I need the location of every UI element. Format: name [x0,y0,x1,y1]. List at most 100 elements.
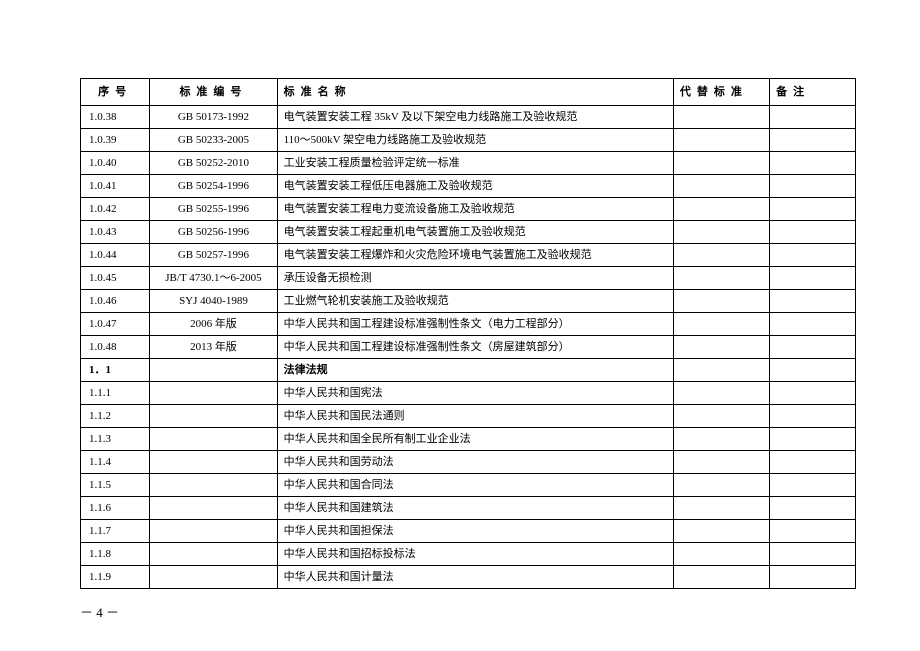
cell-col-code [150,543,277,566]
cell-col-note [770,267,856,290]
cell-col-repl [673,106,769,129]
cell-col-seq: 1.1.2 [81,405,150,428]
cell-col-repl [673,382,769,405]
cell-col-repl [673,313,769,336]
cell-col-repl [673,405,769,428]
cell-col-seq: 1.1.4 [81,451,150,474]
cell-col-name: 中华人民共和国担保法 [277,520,673,543]
cell-col-seq: 1.0.39 [81,129,150,152]
cell-col-repl [673,244,769,267]
cell-col-name: 中华人民共和国民法通则 [277,405,673,428]
cell-col-repl [673,566,769,589]
cell-col-seq: 1.0.47 [81,313,150,336]
cell-col-seq: 1.1.7 [81,520,150,543]
table-row: 1.0.482013 年版中华人民共和国工程建设标准强制性条文（房屋建筑部分） [81,336,856,359]
cell-col-repl [673,474,769,497]
standards-table: 序号 标准编号 标准名称 代替标准 备注 1.0.38GB 50173-1992… [80,78,856,589]
table-row: 1.1.3中华人民共和国全民所有制工业企业法 [81,428,856,451]
cell-col-name: 电气装置安装工程电力变流设备施工及验收规范 [277,198,673,221]
table-row: 1.1.1中华人民共和国宪法 [81,382,856,405]
cell-col-name: 电气装置安装工程低压电器施工及验收规范 [277,175,673,198]
cell-col-seq: 1.1.5 [81,474,150,497]
table-row: 1.1.9中华人民共和国计量法 [81,566,856,589]
col-header-repl: 代替标准 [673,79,769,106]
cell-col-note [770,497,856,520]
cell-col-note [770,129,856,152]
cell-col-code [150,497,277,520]
cell-col-seq: 1.0.44 [81,244,150,267]
table-row: 1.1.4 中华人民共和国劳动法 [81,451,856,474]
cell-col-code [150,359,277,382]
cell-col-note [770,451,856,474]
cell-col-name: 法律法规 [277,359,673,382]
cell-col-repl [673,152,769,175]
cell-col-code [150,474,277,497]
cell-col-seq: 1.1.8 [81,543,150,566]
page-number: － 4 － [80,602,119,621]
cell-col-repl [673,129,769,152]
cell-col-name: 中华人民共和国建筑法 [277,497,673,520]
cell-col-repl [673,543,769,566]
cell-col-code [150,451,277,474]
cell-col-note [770,106,856,129]
cell-col-seq: 1.1.3 [81,428,150,451]
cell-col-seq: 1.0.42 [81,198,150,221]
cell-col-note [770,520,856,543]
cell-col-code: GB 50173-1992 [150,106,277,129]
cell-col-code: GB 50255-1996 [150,198,277,221]
table-row: 1.0.46SYJ 4040-1989工业燃气轮机安装施工及验收规范 [81,290,856,313]
cell-col-note [770,405,856,428]
cell-col-code: SYJ 4040-1989 [150,290,277,313]
col-header-note: 备注 [770,79,856,106]
cell-col-code [150,382,277,405]
cell-col-code: GB 50252-2010 [150,152,277,175]
table-row: 1.1.6中华人民共和国建筑法 [81,497,856,520]
table-row: 1.0.42GB 50255-1996电气装置安装工程电力变流设备施工及验收规范 [81,198,856,221]
cell-col-code: GB 50256-1996 [150,221,277,244]
cell-col-seq: 1.1.9 [81,566,150,589]
cell-col-name: 中华人民共和国工程建设标准强制性条文（房屋建筑部分） [277,336,673,359]
cell-col-code: JB/T 4730.1～6-2005 [150,267,277,290]
cell-col-repl [673,290,769,313]
table-row: 1．1法律法规 [81,359,856,382]
cell-col-seq: 1.0.38 [81,106,150,129]
cell-col-code [150,405,277,428]
cell-col-code [150,428,277,451]
cell-col-name: 工业安装工程质量检验评定统一标准 [277,152,673,175]
col-header-name: 标准名称 [277,79,673,106]
cell-col-seq: 1.0.48 [81,336,150,359]
cell-col-repl [673,221,769,244]
cell-col-code: GB 50233-2005 [150,129,277,152]
cell-col-repl [673,175,769,198]
cell-col-seq: 1.0.41 [81,175,150,198]
cell-col-code: GB 50257-1996 [150,244,277,267]
table-row: 1.0.39GB 50233-2005110～500kV 架空电力线路施工及验收… [81,129,856,152]
cell-col-note [770,175,856,198]
cell-col-note [770,566,856,589]
cell-col-name: 中华人民共和国劳动法 [277,451,673,474]
cell-col-code: 2006 年版 [150,313,277,336]
cell-col-code [150,520,277,543]
table-row: 1.0.45JB/T 4730.1～6-2005承压设备无损检测 [81,267,856,290]
cell-col-name: 中华人民共和国宪法 [277,382,673,405]
cell-col-name: 电气装置安装工程起重机电气装置施工及验收规范 [277,221,673,244]
table-row: 1.0.44GB 50257-1996电气装置安装工程爆炸和火灾危险环境电气装置… [81,244,856,267]
cell-col-repl [673,497,769,520]
table-row: 1.1.7 中华人民共和国担保法 [81,520,856,543]
table-body: 1.0.38GB 50173-1992电气装置安装工程 35kV 及以下架空电力… [81,106,856,589]
table-row: 1.1.5中华人民共和国合同法 [81,474,856,497]
cell-col-code: 2013 年版 [150,336,277,359]
cell-col-repl [673,198,769,221]
table-row: 1.0.41GB 50254-1996电气装置安装工程低压电器施工及验收规范 [81,175,856,198]
cell-col-note [770,474,856,497]
cell-col-repl [673,428,769,451]
table-row: 1.0.40GB 50252-2010工业安装工程质量检验评定统一标准 [81,152,856,175]
cell-col-repl [673,267,769,290]
table-row: 1.0.38GB 50173-1992电气装置安装工程 35kV 及以下架空电力… [81,106,856,129]
cell-col-seq: 1.0.40 [81,152,150,175]
table-row: 1.1.2 中华人民共和国民法通则 [81,405,856,428]
cell-col-seq: 1.0.46 [81,290,150,313]
cell-col-note [770,221,856,244]
cell-col-code [150,566,277,589]
cell-col-name: 110～500kV 架空电力线路施工及验收规范 [277,129,673,152]
